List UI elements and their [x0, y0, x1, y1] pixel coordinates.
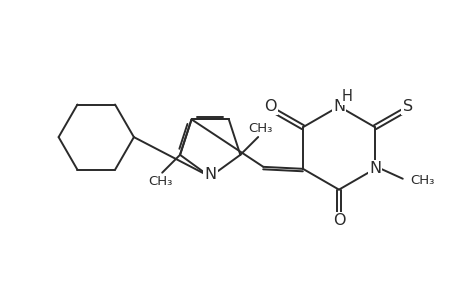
Text: O: O [263, 99, 276, 114]
Text: N: N [204, 167, 216, 182]
Text: CH₃: CH₃ [148, 175, 172, 188]
Text: CH₃: CH₃ [247, 122, 272, 135]
Text: CH₃: CH₃ [410, 174, 434, 187]
Text: N: N [332, 99, 344, 114]
Text: H: H [341, 89, 352, 104]
Text: O: O [332, 213, 345, 228]
Text: S: S [402, 99, 412, 114]
Text: N: N [368, 161, 380, 176]
